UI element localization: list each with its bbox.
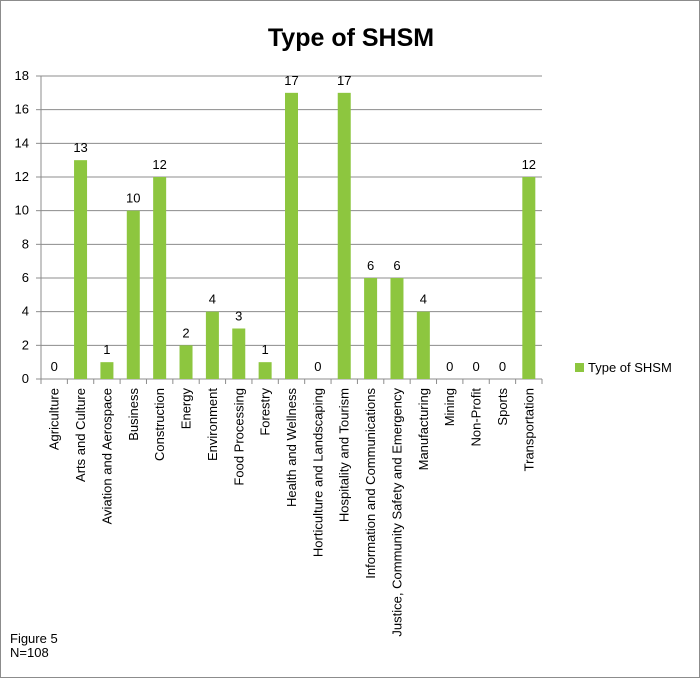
- category-label: Hospitality and Tourism: [337, 388, 352, 522]
- category-label: Energy: [179, 388, 194, 430]
- y-tick-label: 10: [15, 203, 29, 218]
- bar: [179, 345, 193, 379]
- data-label: 1: [262, 342, 269, 357]
- data-label: 2: [182, 325, 189, 340]
- category-label: Agriculture: [47, 388, 62, 450]
- y-tick-label: 0: [22, 371, 29, 386]
- data-label: 6: [367, 258, 374, 273]
- category-label: Aviation and Aerospace: [99, 388, 114, 524]
- bar: [232, 328, 246, 379]
- category-label: Food Processing: [231, 388, 246, 486]
- chart-title: Type of SHSM: [268, 24, 434, 52]
- y-tick-label: 16: [15, 102, 29, 117]
- category-label: Health and Wellness: [284, 388, 299, 507]
- data-labels: 0 13 1 10 12 2 4 3 1 17 0 17 6 6 4 0 0 0 12: [51, 73, 536, 374]
- data-label: 10: [126, 191, 140, 206]
- category-label: Transportation: [521, 388, 536, 471]
- bar: [337, 92, 351, 379]
- category-label: Mining: [442, 388, 457, 426]
- bar: [74, 160, 88, 379]
- bar: [522, 177, 536, 379]
- data-label: 0: [446, 359, 453, 374]
- category-label: Sports: [495, 388, 510, 426]
- bar: [258, 362, 272, 379]
- category-label: Environment: [205, 388, 220, 461]
- data-label: 4: [420, 292, 427, 307]
- data-label: 12: [152, 157, 166, 172]
- figure-note: Figure 5 N=108: [10, 632, 58, 660]
- category-label: Information and Communications: [363, 388, 378, 579]
- bar: [416, 311, 430, 379]
- data-label: 12: [522, 157, 536, 172]
- data-label: 17: [284, 73, 298, 88]
- y-tick-label: 6: [22, 270, 29, 285]
- category-label: Arts and Culture: [73, 388, 88, 482]
- category-label: Business: [126, 388, 141, 441]
- legend: Type of SHSM: [575, 360, 672, 375]
- y-tick-label: 2: [22, 337, 29, 352]
- legend-swatch: [575, 363, 584, 372]
- y-tick-label: 12: [15, 169, 29, 184]
- category-label: Justice, Community Safety and Emergency: [389, 388, 404, 637]
- category-label: Horticulture and Landscaping: [310, 388, 325, 557]
- y-tick-label: 18: [15, 68, 29, 83]
- category-label: Non-Profit: [469, 388, 484, 447]
- y-tick-label: 4: [22, 304, 29, 319]
- data-label: 1: [103, 342, 110, 357]
- bar: [285, 92, 298, 379]
- bar: [390, 278, 404, 379]
- legend-label: Type of SHSM: [588, 360, 672, 375]
- bars: [74, 92, 536, 379]
- data-label: 0: [314, 359, 321, 374]
- category-label: Forestry: [258, 388, 273, 436]
- data-label: 6: [393, 258, 400, 273]
- category-labels: Agriculture Arts and Culture Aviation and …: [47, 388, 537, 637]
- data-label: 0: [51, 359, 58, 374]
- data-label: 0: [499, 359, 506, 374]
- data-label: 3: [235, 309, 242, 324]
- bar: [100, 362, 114, 379]
- bar: [126, 210, 140, 379]
- category-label: Manufacturing: [416, 388, 431, 470]
- bar: [153, 177, 167, 379]
- data-label: 17: [337, 73, 351, 88]
- category-label: Construction: [152, 388, 167, 461]
- data-label: 0: [472, 359, 479, 374]
- figure-number: Figure 5: [10, 631, 58, 646]
- bar: [364, 278, 378, 379]
- y-tick-label: 8: [22, 236, 29, 251]
- y-tick-label: 14: [15, 135, 29, 150]
- bar: [205, 311, 219, 379]
- data-label: 4: [209, 292, 216, 307]
- sample-size: N=108: [10, 645, 49, 660]
- data-label: 13: [73, 140, 87, 155]
